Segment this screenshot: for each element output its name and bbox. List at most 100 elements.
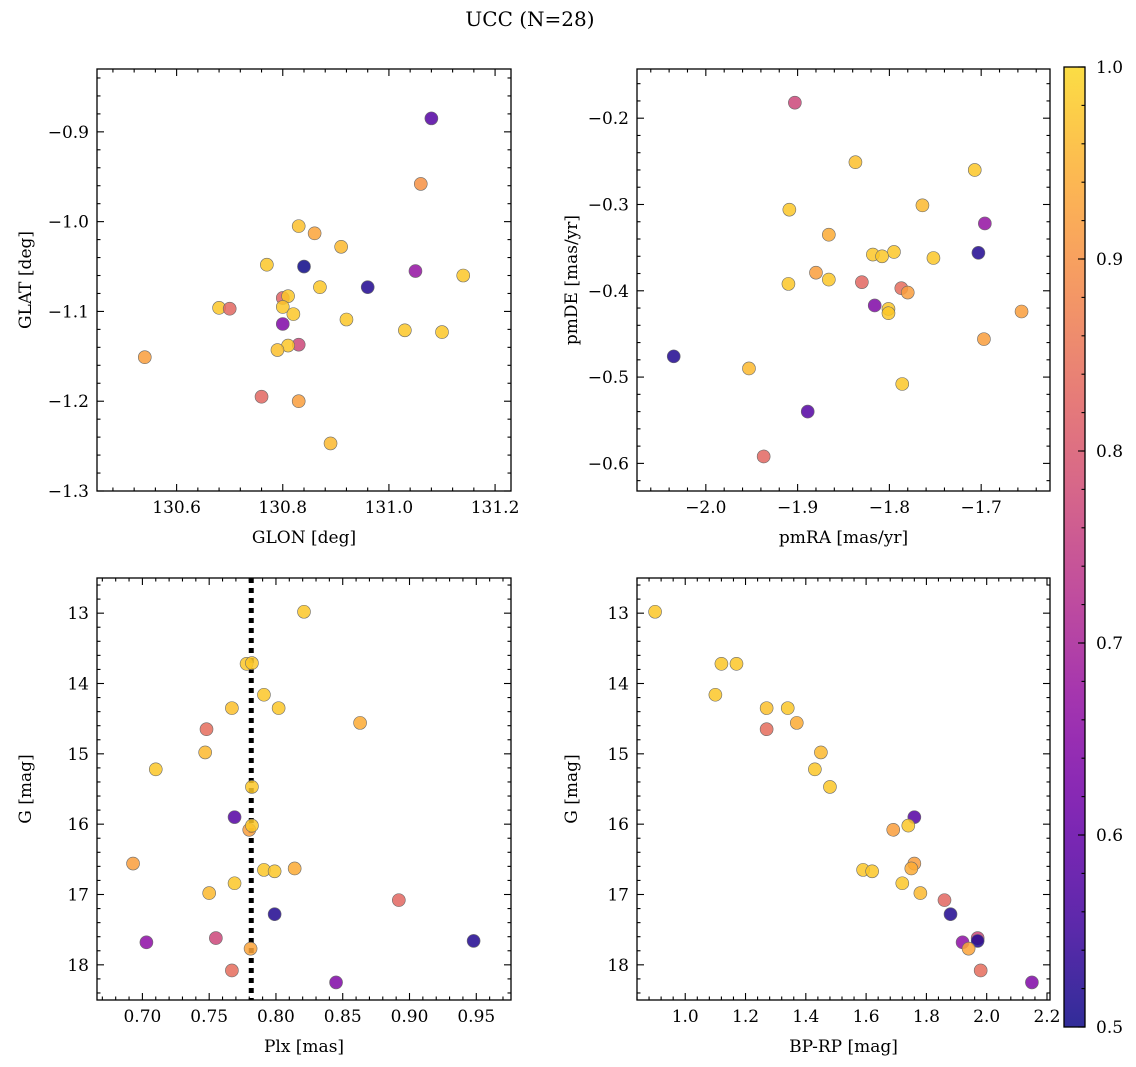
scatter-point <box>781 277 796 291</box>
panel-glon-glat: 130.6 130.8 131.0 131.2 −0.9 −1.0 −1.1 −1.2 −1.3… <box>16 68 520 548</box>
scatter-point <box>822 227 836 242</box>
scatter-point <box>254 389 269 404</box>
panels: 130.6 130.8 131.0 131.2−0.9−1.0−1.1−1.2−1.3… <box>16 68 1061 1057</box>
x-axis-label: pmRA [mas/yr] <box>779 528 908 548</box>
x-tick-label: −1.7 <box>961 498 1002 518</box>
x-tick-label: 1.6 <box>853 1007 880 1027</box>
x-tick-label: 131.0 <box>365 498 414 518</box>
scatter-point <box>742 361 756 376</box>
scatter-point <box>307 226 322 241</box>
scatter-point <box>286 307 301 321</box>
y-tick-label: 17 <box>607 886 629 906</box>
colorbar-tick-label: 1.0 <box>1096 58 1123 78</box>
scatter-point <box>435 325 449 339</box>
scatter-point <box>788 95 802 110</box>
scatter-point <box>867 298 882 313</box>
scatter-point <box>970 934 985 948</box>
scatter-point <box>198 745 212 760</box>
colorbar-tick-label: 0.6 <box>1096 826 1123 846</box>
axes-frame <box>96 68 512 492</box>
y-tick-label: −0.3 <box>588 195 629 215</box>
scatter-point <box>281 289 295 303</box>
scatter-point <box>759 722 774 737</box>
scatter-point <box>900 285 915 300</box>
scatter-point <box>456 268 471 283</box>
y-axis-label: G [mag] <box>562 754 582 823</box>
scatter-point <box>209 931 223 945</box>
colorbar-tick-label: 0.9 <box>1096 250 1123 270</box>
scatter-point <box>823 780 837 794</box>
x-tick-label: 0.85 <box>324 1007 362 1027</box>
scatter-point <box>245 780 259 794</box>
scatter-point <box>297 259 311 274</box>
y-tick-label: −0.4 <box>588 282 629 302</box>
scatter-point <box>904 861 919 876</box>
x-tick-label: 0.90 <box>391 1007 429 1027</box>
scatter-point <box>398 323 412 338</box>
scatter-point <box>275 317 290 331</box>
y-tick-label: 16 <box>67 815 89 835</box>
scatter-point <box>225 963 239 978</box>
scatter-point <box>977 332 991 346</box>
scatter-point <box>413 177 428 191</box>
scatter-point <box>271 701 286 715</box>
figure-title: UCC (N=28) <box>465 7 594 31</box>
scatter-point <box>137 350 152 365</box>
scatter-point <box>267 907 282 921</box>
scatter-point <box>780 701 795 715</box>
scatter-point <box>287 861 302 876</box>
scatter-point <box>714 657 729 671</box>
scatter-point <box>392 893 406 907</box>
x-tick-label: 131.2 <box>471 498 520 518</box>
x-tick-label: 2.2 <box>1033 1007 1060 1027</box>
scatter-point <box>139 935 154 950</box>
y-tick-label: 13 <box>607 604 629 624</box>
scatter-point <box>881 306 896 321</box>
y-tick-label: 16 <box>607 815 629 835</box>
scatter-point <box>782 202 797 217</box>
x-axis-label: Plx [mas] <box>264 1037 344 1057</box>
y-tick-label: 18 <box>67 956 89 976</box>
x-axis-label: GLON [deg] <box>252 528 356 548</box>
x-tick-label: 0.95 <box>457 1007 495 1027</box>
colorbar-gradient <box>1064 67 1085 1027</box>
scatter-point <box>822 272 836 287</box>
scatter-point <box>961 941 976 956</box>
scatter-point <box>291 219 306 233</box>
y-axis-label: pmDE [mas/yr] <box>562 215 582 345</box>
panel-plx-g: 0.70 0.75 0.80 0.85 0.90 0.95 13 14 15 16 17 18 Plx … <box>16 577 512 1057</box>
y-tick-label: −1.1 <box>48 302 89 322</box>
scatter-point <box>275 300 290 314</box>
axes-frame <box>636 68 1051 492</box>
x-tick-label: 1.0 <box>672 1007 699 1027</box>
scatter-point <box>895 377 910 391</box>
scatter-point <box>466 934 481 948</box>
scatter-point <box>270 343 285 357</box>
y-tick-label: 18 <box>607 956 629 976</box>
scatter-point <box>360 280 375 294</box>
colorbar-tick-label: 0.8 <box>1096 442 1123 462</box>
scatter-point <box>257 687 271 702</box>
y-tick-label: −1.3 <box>48 482 89 502</box>
scatter-point <box>887 245 901 259</box>
scatter-point <box>937 893 952 907</box>
x-tick-label: 0.80 <box>257 1007 295 1027</box>
x-tick-label: 1.2 <box>732 1007 759 1027</box>
y-tick-label: 13 <box>67 604 89 624</box>
scatter-point <box>1025 975 1039 990</box>
y-tick-label: 14 <box>607 675 629 695</box>
scatter-point <box>800 404 815 419</box>
scatter-point <box>424 111 439 126</box>
x-tick-label: −1.8 <box>869 498 910 518</box>
x-axis-label: BP-RP [mag] <box>789 1037 898 1057</box>
scatter-point <box>339 312 354 327</box>
y-tick-label: 15 <box>607 745 629 765</box>
y-axis-label: G [mag] <box>16 754 36 823</box>
scatter-point <box>260 257 274 272</box>
scatter-point <box>225 701 239 715</box>
scatter-point <box>967 163 982 177</box>
scatter-point <box>297 604 311 619</box>
x-tick-label: 2.0 <box>973 1007 1000 1027</box>
